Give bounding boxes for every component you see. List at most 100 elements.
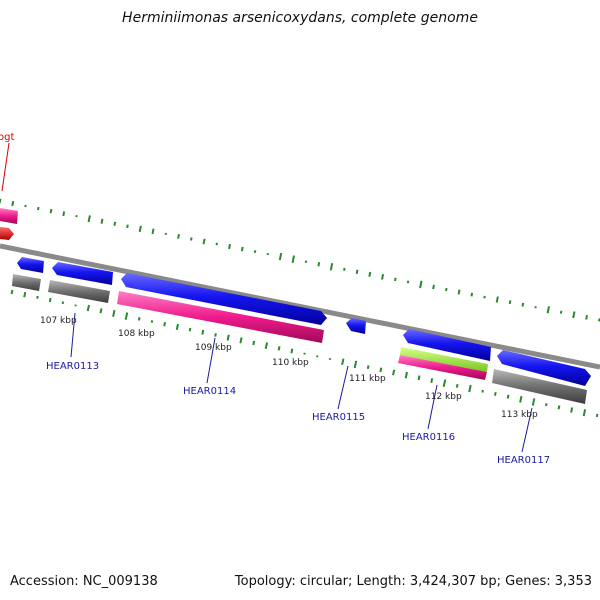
- gc-dot: [163, 321, 167, 327]
- gc-dot: [202, 238, 206, 245]
- gc-dot: [559, 310, 563, 314]
- gc-dot: [582, 409, 587, 417]
- gc-dot: [442, 379, 447, 388]
- gc-dot: [419, 280, 423, 289]
- cds-arrow-hear0117[interactable]: [497, 350, 591, 386]
- cds-arrow-hear0116[interactable]: [403, 329, 491, 361]
- accession-text: Accession: NC_009138: [10, 574, 158, 589]
- gc-dot: [48, 297, 52, 303]
- gc-dot: [595, 413, 599, 418]
- gc-dot: [11, 200, 15, 207]
- gc-dot: [392, 369, 396, 376]
- gc-dot: [366, 365, 370, 370]
- gc-dot: [519, 395, 523, 403]
- gene-label-hear0116[interactable]: HEAR0116: [402, 432, 455, 443]
- gc-dot: [112, 309, 116, 317]
- gc-dot: [240, 246, 244, 252]
- map-title: Herminiimonas arsenicoxydans, complete g…: [122, 10, 478, 26]
- gc-dot: [252, 340, 256, 346]
- genome-stats-text: Topology: circular; Length: 3,424,307 bp…: [234, 574, 592, 589]
- gc-dot: [521, 302, 525, 307]
- gc-dot: [113, 221, 117, 226]
- feature-red-left: [0, 227, 14, 240]
- gc-dot: [23, 291, 27, 298]
- gc-content-track-lower: [10, 289, 599, 418]
- gc-dot: [10, 289, 14, 295]
- gc-dot: [36, 295, 39, 299]
- gc-dot: [355, 269, 359, 274]
- gc-dot: [432, 284, 435, 290]
- gc-dot: [394, 277, 397, 282]
- gc-dot: [151, 228, 155, 235]
- gc-dot: [457, 289, 461, 295]
- cds-arrow-hear0115[interactable]: [346, 318, 366, 334]
- gc-dot: [557, 405, 561, 410]
- gc-dot: [481, 389, 484, 393]
- gc-dot: [545, 403, 548, 407]
- gc-dot: [228, 243, 231, 250]
- gc-dot: [506, 394, 510, 399]
- gc-dot: [508, 300, 512, 305]
- gc-dot: [430, 378, 434, 383]
- gene-label-hear0114[interactable]: HEAR0114: [183, 386, 236, 397]
- gc-dot: [190, 237, 193, 241]
- gc-dot: [201, 329, 205, 335]
- gc-dot: [126, 224, 129, 229]
- gc-dot: [406, 280, 410, 284]
- gc-dot: [546, 306, 550, 314]
- leader-hear0115: [337, 365, 349, 410]
- gc-dot: [291, 255, 295, 263]
- gc-dot: [445, 287, 448, 292]
- gc-content-track-upper: [0, 198, 600, 322]
- gc-dot: [470, 292, 474, 297]
- gc-dot: [215, 242, 218, 246]
- gc-dot: [214, 333, 217, 337]
- gc-dot: [341, 358, 345, 366]
- gc-dot: [175, 323, 179, 331]
- gene-label-hear0113[interactable]: HEAR0113: [46, 361, 99, 372]
- feature-pink-left: [0, 208, 18, 224]
- gc-dot: [264, 342, 269, 350]
- leader-hear0113: [70, 312, 76, 358]
- gc-dot: [570, 407, 574, 413]
- cds-arrow-hear0113[interactable]: [52, 262, 113, 285]
- gene-label-hear0115[interactable]: HEAR0115: [312, 412, 365, 423]
- gc-dot: [61, 301, 65, 305]
- tick-label-111kbp: 111 kbp: [349, 374, 386, 384]
- gc-dot: [381, 274, 385, 280]
- tick-label-113kbp: 113 kbp: [501, 410, 538, 420]
- gc-dot: [379, 367, 383, 373]
- gc-dot: [290, 348, 294, 354]
- cds-arrow-1[interactable]: [17, 257, 44, 273]
- gc-dot: [368, 271, 372, 277]
- gc-dot: [572, 311, 576, 319]
- gc-dot: [239, 337, 243, 344]
- cds-arrow-hear0114[interactable]: [121, 273, 327, 325]
- gc-dot: [226, 334, 230, 341]
- leader-hear0114: [206, 337, 216, 384]
- rrna-feature-hear0116: [398, 355, 487, 380]
- leader-hear0117: [521, 407, 533, 453]
- gc-dot: [468, 384, 472, 393]
- gray-feature-hear0117: [492, 369, 587, 404]
- gc-dot: [404, 371, 408, 379]
- rrna-feature-hear0114: [117, 291, 324, 343]
- gene-label-ogt[interactable]: ogt: [0, 132, 14, 143]
- ogt-leader-line: [1, 142, 10, 192]
- gc-dot: [317, 262, 321, 267]
- gc-dot: [353, 360, 358, 369]
- gc-dot: [304, 260, 308, 264]
- tick-label-109kbp: 109 kbp: [195, 343, 232, 353]
- gc-dot: [87, 215, 91, 223]
- gene-label-hear0117[interactable]: HEAR0117: [497, 455, 550, 466]
- gc-dot: [495, 296, 499, 303]
- gc-dot: [124, 312, 129, 320]
- gc-dot: [177, 233, 180, 239]
- gray-feature-1: [12, 274, 41, 291]
- tick-label-110kbp: 110 kbp: [272, 358, 309, 368]
- gc-dot: [417, 375, 421, 381]
- gc-dot: [455, 383, 459, 388]
- gc-dot: [137, 317, 141, 321]
- gc-dot: [531, 398, 536, 406]
